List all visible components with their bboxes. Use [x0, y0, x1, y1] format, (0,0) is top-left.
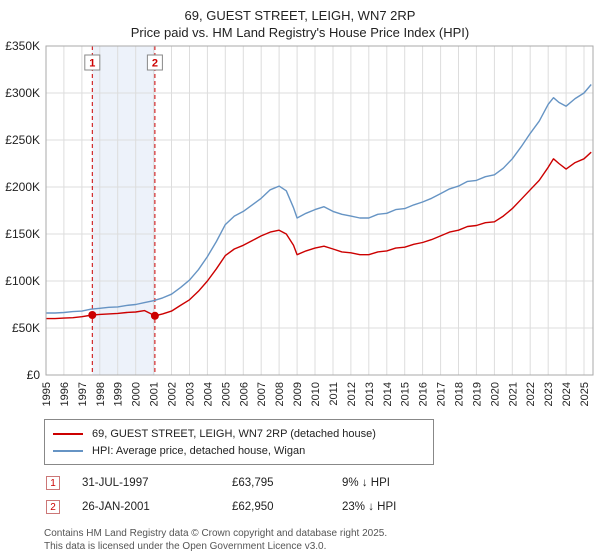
svg-text:2019: 2019 — [471, 382, 483, 406]
footer-line1: Contains HM Land Registry data © Crown c… — [44, 528, 388, 539]
svg-text:1999: 1999 — [113, 382, 125, 406]
chart-title: 69, GUEST STREET, LEIGH, WN7 2RP Price p… — [0, 0, 600, 41]
sale-hpi-diff-2: 23% ↓ HPI — [342, 501, 397, 513]
sale-price-1: £63,795 — [232, 477, 274, 489]
svg-text:1995: 1995 — [41, 382, 53, 406]
svg-text:£200K: £200K — [5, 180, 40, 194]
footer-line2: This data is licensed under the Open Gov… — [44, 541, 327, 552]
svg-text:2012: 2012 — [346, 382, 358, 406]
svg-text:2022: 2022 — [525, 382, 537, 406]
sale-hpi-diff-1: 9% ↓ HPI — [342, 477, 390, 489]
sale-number-badge-1: 1 — [46, 476, 60, 490]
svg-text:2003: 2003 — [185, 382, 197, 406]
svg-text:2013: 2013 — [364, 382, 376, 406]
svg-text:1996: 1996 — [59, 382, 71, 406]
svg-text:1: 1 — [89, 58, 95, 70]
svg-text:£0: £0 — [27, 368, 41, 382]
chart-title-line2: Price paid vs. HM Land Registry's House … — [130, 25, 470, 40]
svg-text:£100K: £100K — [5, 274, 40, 288]
svg-text:£150K: £150K — [5, 227, 40, 241]
svg-text:2002: 2002 — [167, 382, 179, 406]
svg-text:2: 2 — [152, 58, 158, 70]
svg-text:2005: 2005 — [220, 382, 232, 406]
svg-text:2000: 2000 — [131, 382, 143, 406]
legend-item-hpi: HPI: Average price, detached house, Wiga… — [53, 442, 425, 459]
svg-text:2023: 2023 — [543, 382, 555, 406]
svg-text:2015: 2015 — [400, 382, 412, 406]
svg-text:2001: 2001 — [149, 382, 161, 406]
svg-text:2025: 2025 — [579, 382, 591, 406]
svg-text:£250K: £250K — [5, 133, 40, 147]
chart-legend: 69, GUEST STREET, LEIGH, WN7 2RP (detach… — [44, 419, 434, 465]
svg-text:2009: 2009 — [292, 382, 304, 406]
license-footer: Contains HM Land Registry data © Crown c… — [0, 527, 600, 553]
svg-text:1997: 1997 — [77, 382, 89, 406]
sale-annotation-1: 1 31-JUL-1997 £63,795 9% ↓ HPI — [0, 471, 600, 495]
svg-text:2014: 2014 — [382, 382, 394, 406]
legend-label-hpi: HPI: Average price, detached house, Wiga… — [92, 444, 306, 457]
svg-text:2020: 2020 — [489, 382, 501, 406]
svg-text:2017: 2017 — [436, 382, 448, 406]
svg-text:£350K: £350K — [5, 41, 40, 53]
svg-text:2016: 2016 — [418, 382, 430, 406]
svg-text:2021: 2021 — [507, 382, 519, 406]
svg-text:£50K: £50K — [12, 321, 40, 335]
legend-label-property: 69, GUEST STREET, LEIGH, WN7 2RP (detach… — [92, 427, 376, 440]
sale-date-1: 31-JUL-1997 — [82, 477, 149, 489]
svg-text:2024: 2024 — [561, 382, 573, 406]
legend-item-property: 69, GUEST STREET, LEIGH, WN7 2RP (detach… — [53, 425, 425, 442]
sale-number-badge-2: 2 — [46, 500, 60, 514]
svg-text:2010: 2010 — [310, 382, 322, 406]
sale-annotation-2: 2 26-JAN-2001 £62,950 23% ↓ HPI — [0, 495, 600, 519]
svg-text:2011: 2011 — [328, 382, 340, 406]
svg-text:2018: 2018 — [454, 382, 466, 406]
svg-text:2008: 2008 — [274, 382, 286, 406]
legend-line-hpi — [53, 449, 83, 452]
svg-text:2007: 2007 — [256, 382, 268, 406]
svg-text:2004: 2004 — [202, 382, 214, 406]
sale-price-2: £62,950 — [232, 501, 274, 513]
svg-text:2006: 2006 — [238, 382, 250, 406]
sale-date-2: 26-JAN-2001 — [82, 501, 150, 513]
price-history-chart: 1995 1996 1997 1998 1999 2000 2001 2002 2003 2004… — [5, 41, 594, 406]
svg-text:£300K: £300K — [5, 86, 40, 100]
svg-text:1998: 1998 — [95, 382, 107, 406]
chart-title-line1: 69, GUEST STREET, LEIGH, WN7 2RP — [184, 8, 416, 23]
legend-line-property — [53, 432, 83, 435]
